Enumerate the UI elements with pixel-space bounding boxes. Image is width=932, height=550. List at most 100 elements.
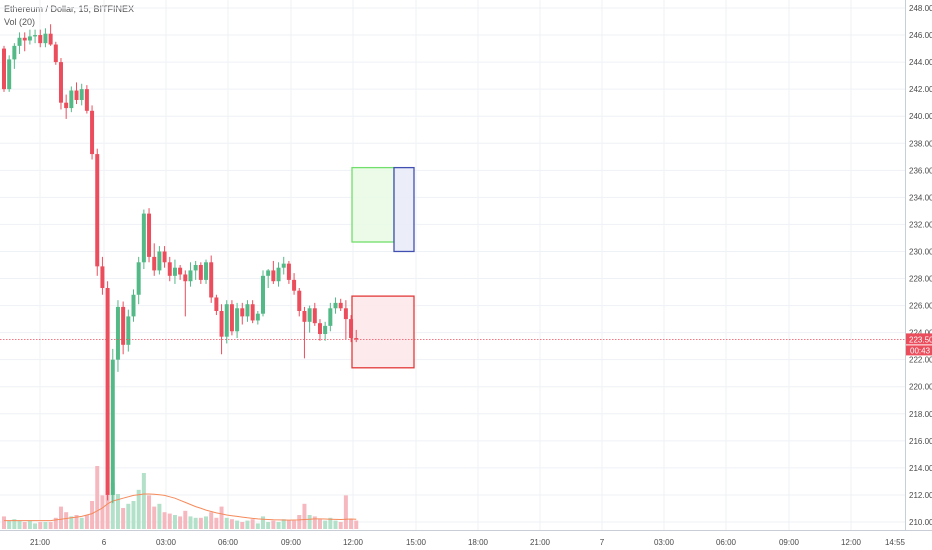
candle-body[interactable]: [349, 319, 354, 339]
candle-body[interactable]: [69, 90, 74, 109]
candle-body[interactable]: [126, 316, 131, 345]
candle-body[interactable]: [261, 275, 265, 314]
candle-body[interactable]: [302, 310, 307, 322]
candle-body[interactable]: [17, 37, 22, 46]
candle-body[interactable]: [2, 48, 6, 90]
volume-bar: [214, 517, 219, 529]
candle-body[interactable]: [58, 62, 63, 103]
candle-body[interactable]: [95, 154, 100, 267]
candle-body[interactable]: [214, 297, 219, 311]
volume-bar: [338, 522, 343, 529]
candle-body[interactable]: [328, 308, 333, 326]
volume-ma-line: [4, 493, 357, 522]
candle-body[interactable]: [297, 290, 302, 311]
candle-body[interactable]: [152, 256, 157, 271]
candle-body[interactable]: [162, 251, 167, 263]
candle-body[interactable]: [271, 270, 276, 282]
volume-bar: [286, 520, 291, 529]
candle-body[interactable]: [141, 213, 146, 263]
candle-body[interactable]: [224, 304, 229, 337]
candle-body[interactable]: [286, 263, 291, 280]
candle-body[interactable]: [338, 302, 343, 309]
volume-bar: [95, 466, 100, 529]
volume-bar: [167, 513, 172, 529]
candle-body[interactable]: [323, 325, 328, 334]
candle-body[interactable]: [38, 35, 43, 44]
price-tick-label: 226.00: [909, 302, 932, 311]
candle-body[interactable]: [90, 110, 95, 155]
candle-body[interactable]: [115, 306, 120, 360]
price-tick-label: 212.00: [909, 491, 932, 500]
candle-body[interactable]: [157, 251, 162, 271]
candle-body[interactable]: [193, 265, 198, 271]
volume-bar: [328, 517, 333, 529]
candle-body[interactable]: [105, 287, 110, 495]
time-tick-label: 03:00: [156, 538, 177, 547]
candle-body[interactable]: [343, 308, 348, 320]
candle-body[interactable]: [235, 308, 240, 332]
candle-body[interactable]: [131, 294, 136, 317]
candle-body[interactable]: [198, 265, 203, 280]
candle-body[interactable]: [136, 262, 141, 295]
candle-body[interactable]: [183, 274, 188, 282]
candle-body[interactable]: [147, 213, 152, 257]
candle-body[interactable]: [250, 304, 255, 321]
time-tick-label: 6: [102, 538, 107, 547]
candle-body[interactable]: [12, 45, 17, 60]
candle-body[interactable]: [7, 59, 12, 90]
volume-bar: [74, 515, 79, 529]
candle-body[interactable]: [84, 89, 89, 111]
candle-body[interactable]: [188, 270, 193, 282]
candle-body[interactable]: [354, 338, 359, 340]
time-tick-label: 09:00: [779, 538, 800, 547]
candle-body[interactable]: [333, 302, 338, 309]
candle-body[interactable]: [74, 90, 79, 100]
candle-body[interactable]: [307, 308, 312, 322]
green-rectangle-drawing[interactable]: [351, 166, 395, 243]
candle-body[interactable]: [209, 262, 214, 298]
price-tick-label: 220.00: [909, 383, 932, 392]
price-tick-label: 224.00: [909, 329, 932, 338]
volume-bar: [354, 520, 359, 529]
candle-body[interactable]: [22, 37, 27, 41]
time-tick-label: 18:00: [468, 538, 489, 547]
candle-body[interactable]: [121, 306, 126, 345]
candle-body[interactable]: [240, 308, 245, 317]
volume-bar: [204, 516, 209, 529]
candle-body[interactable]: [100, 266, 105, 288]
time-tick-label: 06:00: [218, 538, 239, 547]
candle-body[interactable]: [172, 267, 177, 276]
price-tick-label: 232.00: [909, 220, 932, 229]
candle-body[interactable]: [110, 359, 115, 495]
candle-body[interactable]: [276, 267, 281, 282]
candle-body[interactable]: [178, 267, 183, 275]
time-tick-label: 12:00: [343, 538, 364, 547]
volume-bar: [136, 489, 141, 529]
candle-body[interactable]: [33, 35, 38, 37]
candle-body[interactable]: [27, 36, 32, 41]
volume-bar: [302, 503, 307, 529]
candle-body[interactable]: [317, 323, 322, 334]
candle-body[interactable]: [64, 102, 69, 109]
blue-rectangle-drawing[interactable]: [393, 166, 415, 253]
candle-body[interactable]: [204, 262, 209, 280]
candle-body[interactable]: [79, 89, 84, 100]
candle-body[interactable]: [48, 33, 53, 45]
candle-body[interactable]: [245, 304, 250, 317]
red-rectangle-drawing[interactable]: [351, 295, 415, 369]
candle-body[interactable]: [281, 263, 286, 268]
candle-body[interactable]: [255, 313, 260, 321]
candle-body[interactable]: [266, 270, 271, 276]
volume-bar: [48, 522, 53, 529]
candle-body[interactable]: [219, 310, 224, 337]
candle-body[interactable]: [53, 44, 58, 63]
candle-body[interactable]: [292, 279, 297, 291]
price-tick-label: 214.00: [909, 464, 932, 473]
candle-body[interactable]: [229, 304, 234, 332]
candle-body[interactable]: [167, 262, 172, 276]
volume-bar: [323, 520, 328, 529]
candle-body[interactable]: [43, 33, 48, 44]
volume-bar: [84, 515, 89, 529]
candle-body[interactable]: [312, 308, 317, 324]
